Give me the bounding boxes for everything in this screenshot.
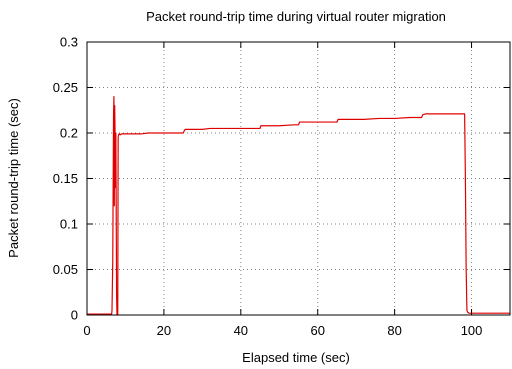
y-tick-label: 0.1 [60,217,78,232]
x-tick-label: 100 [461,323,483,338]
y-tick-label: 0.05 [53,262,78,277]
series-line-0 [87,95,510,316]
ticks [86,41,510,316]
y-tick-label: 0.25 [53,80,78,95]
x-axis-label: Elapsed time (sec) [242,350,350,365]
x-tick-label: 60 [310,323,324,338]
y-axis-label: Packet round-trip time (sec) [6,98,21,258]
tick-labels: 0 0.05 0.1 0.15 0.2 0.25 0.3 0 20 40 60 80 100 [53,35,483,339]
grid [87,42,510,315]
x-tick-label: 40 [234,323,248,338]
x-tick-label: 20 [157,323,171,338]
y-tick-label: 0.2 [60,126,78,141]
plot-frame [86,41,511,316]
y-tick-label: 0.3 [60,35,78,50]
y-tick-label: 0.15 [53,171,78,186]
chart-title: Packet round-trip time during virtual ro… [146,9,446,24]
x-tick-label: 80 [387,323,401,338]
series-layer [87,95,510,316]
x-tick-label: 0 [83,323,90,338]
y-tick-label: 0 [71,308,78,323]
